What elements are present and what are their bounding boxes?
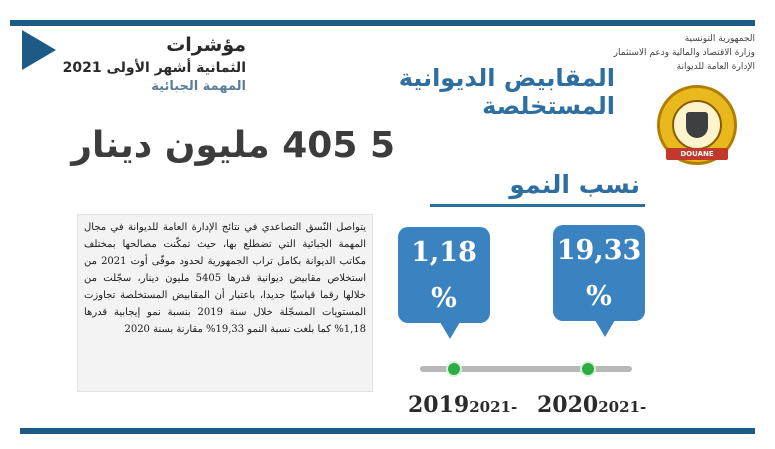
timeline-dot-2019	[446, 361, 462, 377]
period-main-2020: 2020	[537, 392, 599, 418]
summary-paragraph: يتواصل النّسق التصاعدي في نتائج الإدارة …	[84, 222, 366, 335]
period-sub-2020: 2021-	[598, 398, 647, 416]
period-main-2019: 2019	[408, 392, 470, 418]
emblem-inner-circle	[672, 100, 722, 150]
period-label-2020: 20202021-	[537, 392, 646, 418]
growth-bubble-2019: 1,18 %	[398, 227, 490, 339]
growth-unit-2020: %	[586, 281, 612, 312]
summary-box: يتواصل النّسق التصاعدي في نتائج الإدارة …	[77, 214, 373, 392]
customs-emblem-logo: DOUANE	[657, 85, 737, 165]
indicators-title: مؤشرات	[166, 34, 246, 56]
bottom-border	[20, 428, 755, 434]
org-line-country: الجمهورية التونسية	[684, 34, 755, 44]
growth-unit-2019: %	[431, 283, 457, 314]
growth-value-2020: 19,33	[556, 235, 642, 266]
organization-block: الجمهورية التونسية وزارة الاقتصاد والمال…	[610, 32, 755, 74]
growth-title: نسب النمو	[509, 170, 640, 199]
timeline-dot-2020	[580, 361, 596, 377]
page-title: المقابيض الديوانية المستخلصة	[398, 64, 615, 120]
top-border	[10, 20, 755, 26]
headline-total: 5 405 مليون دينار	[71, 125, 395, 166]
growth-title-underline	[430, 204, 645, 207]
indicators-period: الثمانية أشهر الأولى 2021	[62, 60, 246, 76]
org-line-directorate: الإدارة العامة للديوانة	[676, 62, 755, 72]
timeline-track	[420, 366, 632, 372]
indicators-block: مؤشرات الثمانية أشهر الأولى 2021 المهمة …	[60, 32, 246, 96]
emblem-shield-icon	[686, 112, 708, 138]
growth-value-2019: 1,18	[411, 237, 477, 268]
emblem-banner: DOUANE	[666, 148, 728, 160]
period-label-2019: 20192021-	[408, 392, 517, 418]
growth-bubble-2020: 19,33 %	[553, 225, 645, 337]
indicators-mission: المهمة الجبائية	[151, 79, 246, 94]
org-line-ministry: وزارة الاقتصاد والمالية ودعم الاستثمار	[613, 48, 755, 58]
period-sub-2019: 2021-	[469, 398, 518, 416]
play-icon	[22, 30, 56, 70]
